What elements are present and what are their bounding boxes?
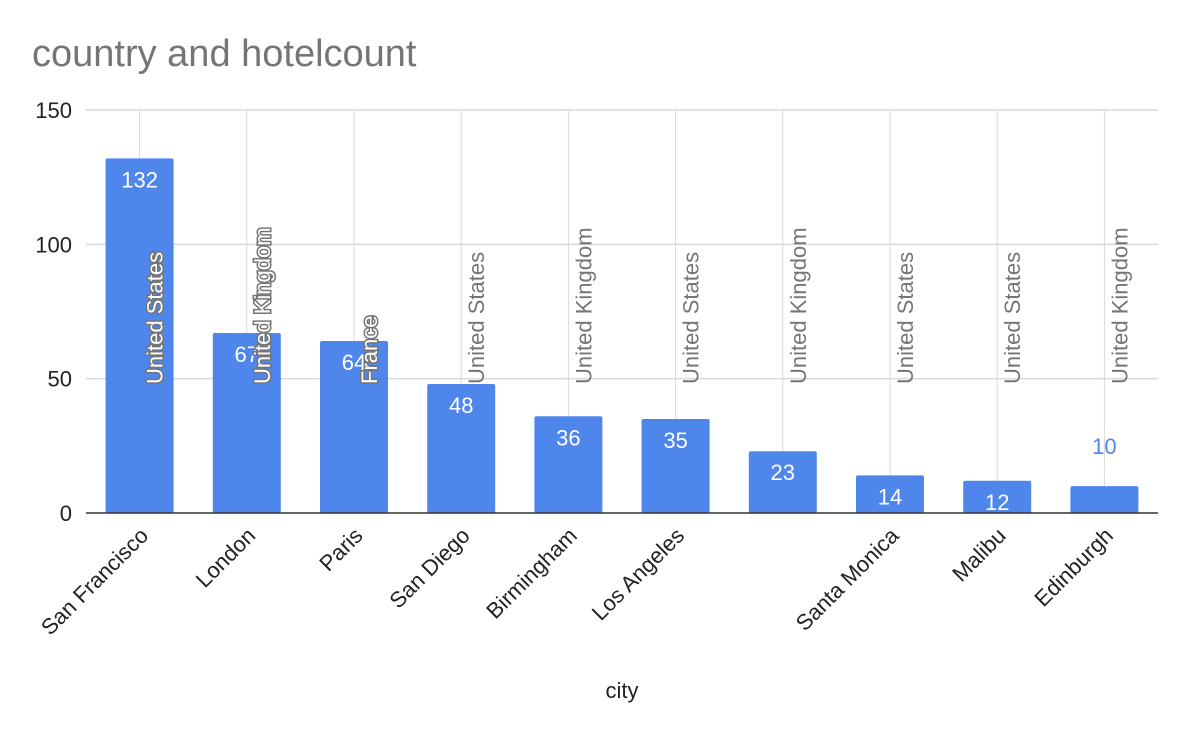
y-tick-label: 150 [35, 98, 72, 123]
country-annotation: United Kingdom [1107, 227, 1132, 384]
bar [856, 475, 924, 513]
y-tick-label: 0 [60, 501, 72, 526]
country-annotation: United States [679, 252, 704, 384]
y-tick-label: 100 [35, 232, 72, 257]
bar-value-label: 14 [878, 484, 902, 509]
country-annotation: United States [1000, 252, 1025, 384]
y-axis-ticks: 0 50 100 150 [35, 98, 72, 526]
bar-value-label: 23 [771, 460, 795, 485]
y-tick-label: 50 [48, 367, 72, 392]
x-tick-label: Paris [314, 523, 367, 576]
bar [105, 158, 174, 514]
x-tick-label: Edinburgh [1029, 523, 1118, 612]
country-annotation: United States [893, 252, 918, 384]
bar-value-label: 132 [121, 167, 158, 192]
country-annotation: France [357, 316, 382, 384]
bar [1070, 486, 1139, 513]
country-annotation: United States [464, 252, 489, 384]
bar-value-label: 12 [985, 490, 1009, 515]
country-annotation: United Kingdom [786, 227, 811, 384]
bar [963, 480, 1032, 513]
x-tick-label: Malibu [947, 523, 1011, 587]
bar [320, 341, 388, 513]
x-tick-label: San Francisco [36, 523, 153, 640]
x-tick-label: San Diego [384, 523, 474, 613]
x-axis-label: city [606, 678, 639, 703]
country-annotations: United States United Kingdom France United … [141, 226, 1132, 386]
bar-value-label: 35 [663, 428, 687, 453]
bar-value-label: 67 [235, 342, 259, 367]
bar [641, 418, 710, 513]
bar [748, 451, 817, 513]
chart-title: country and hotelcount [32, 33, 417, 75]
bar-value-label: 36 [556, 425, 580, 450]
bar-value-label: 64 [342, 350, 366, 375]
x-axis-ticks: San Francisco London Paris San Diego Birming… [36, 522, 1118, 640]
x-tick-label: Los Angeles [587, 523, 689, 625]
country-annotation: United States [143, 252, 168, 384]
bar-value-label: 48 [449, 393, 473, 418]
bars: 132 67 64 48 36 35 23 14 12 10 [105, 158, 1139, 515]
x-tick-label: Santa Monica [791, 522, 904, 635]
bar-value-label: 10 [1092, 434, 1116, 459]
x-tick-label: London [191, 523, 261, 593]
x-tick-label: Birmingham [481, 523, 582, 624]
bar [427, 384, 496, 513]
bar [534, 416, 603, 513]
country-annotation: United Kingdom [250, 227, 275, 384]
bar [212, 332, 281, 513]
country-annotation: United Kingdom [571, 227, 596, 384]
